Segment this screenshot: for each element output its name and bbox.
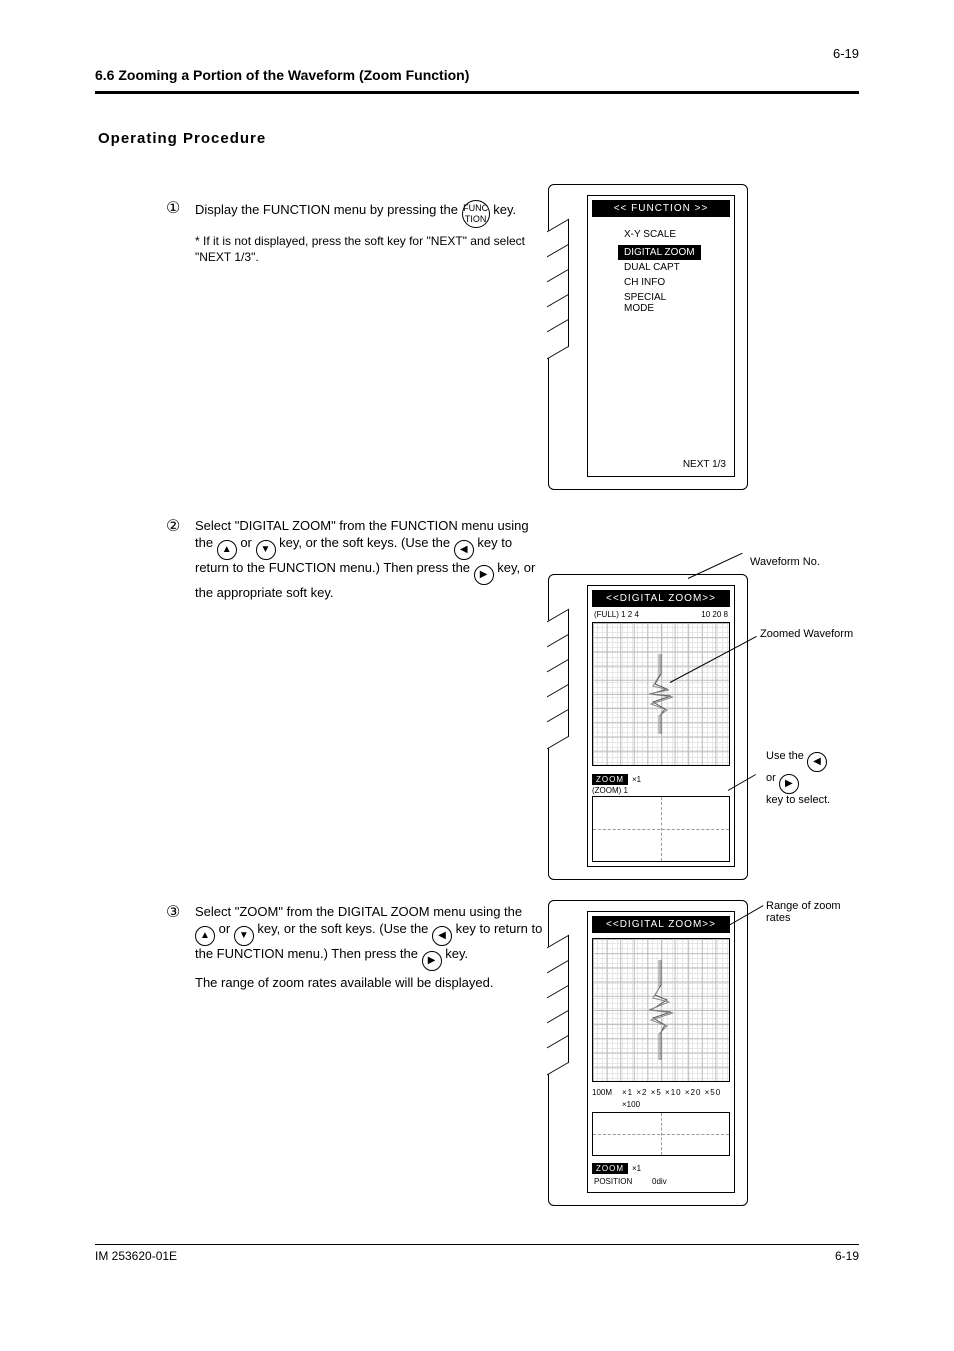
device2-tabs [547, 615, 569, 740]
device1-item-2: DUAL CAPT [618, 260, 704, 275]
device2-full-left: (FULL) 1 2 4 [594, 610, 639, 619]
operating-procedure-heading: Operating Procedure [98, 130, 266, 147]
device1-item-3: CH INFO [618, 275, 704, 290]
function-key-icon: FUNCTION [462, 200, 490, 228]
device3-upper-graph [592, 938, 730, 1082]
down-key-icon: ▼ [256, 540, 276, 560]
device1-item-4: SPECIAL MODE [618, 290, 704, 316]
device1-footer: NEXT 1/3 [683, 459, 726, 470]
device3-mid-left: 100M [592, 1088, 612, 1097]
device2-full-right: 10 20 8 [701, 610, 728, 619]
up-key-icon-3: ▲ [195, 926, 215, 946]
callout-zoom-range: Range of zoom rates [766, 900, 866, 924]
header-rule [95, 91, 859, 94]
step1-b: key. [493, 202, 516, 217]
device1-title: << FUNCTION >> [592, 200, 730, 217]
device3-pos-label: POSITION [594, 1177, 632, 1186]
page-footer: IM 253620-01E 6-19 [95, 1244, 859, 1263]
step3-line2: The range of zoom rates available will b… [195, 975, 545, 992]
device1-item-0: X-Y SCALE [618, 227, 704, 242]
device2-title: <<DIGITAL ZOOM>> [592, 590, 730, 607]
footer-left: IM 253620-01E [95, 1249, 177, 1263]
device2-lower-graph [592, 796, 730, 862]
device3-title: <<DIGITAL ZOOM>> [592, 916, 730, 933]
step1-note: * If it is not displayed, press the soft… [195, 234, 545, 265]
device-screen-3: <<DIGITAL ZOOM>> 100M ×1 ×2 ×5 ×10 ×20 ×… [548, 900, 748, 1206]
left-key-icon-3: ◀ [432, 926, 452, 946]
device3-mid-graph [592, 1112, 730, 1156]
device2-zoom-small: (ZOOM) 1 [592, 786, 730, 795]
right-key-icon-2: ▶ [779, 774, 799, 794]
callout-zoomed-wave: Zoomed Waveform [760, 628, 853, 640]
right-key-icon-3: ▶ [422, 951, 442, 971]
step-1-number: ① [166, 198, 180, 218]
step1-a: Display the FUNCTION menu by pressing th… [195, 202, 462, 217]
device3-zoom-100: ×100 [622, 1100, 640, 1109]
device3-zoom-bar: ZOOM [592, 1163, 628, 1174]
step-2-text: Select "DIGITAL ZOOM" from the FUNCTION … [195, 518, 545, 602]
step-1-text: Display the FUNCTION menu by pressing th… [195, 200, 545, 265]
device2-zoom-val: ×1 [632, 775, 641, 784]
right-key-icon: ▶ [474, 565, 494, 585]
device2-side-note: Use the ◀ or ▶ key to select. [766, 750, 856, 806]
left-key-icon-2: ◀ [807, 752, 827, 772]
device3-zoom-rates: ×1 ×2 ×5 ×10 ×20 ×50 [622, 1088, 730, 1097]
device3-zoom-val: ×1 [632, 1164, 641, 1173]
device3-tabs [547, 941, 569, 1066]
device-screen-2: <<DIGITAL ZOOM>> (FULL) 1 2 4 10 20 8 ZO… [548, 574, 748, 880]
up-key-icon: ▲ [217, 540, 237, 560]
page-number-top: 6-19 [95, 46, 859, 61]
device1-item-1-selected: DIGITAL ZOOM [618, 245, 701, 260]
left-key-icon: ◀ [454, 540, 474, 560]
device2-upper-graph [592, 622, 730, 766]
down-key-icon-3: ▼ [234, 926, 254, 946]
step-3-number: ③ [166, 902, 180, 922]
header-title: 6.6 Zooming a Portion of the Waveform (Z… [95, 67, 859, 83]
device2-zoom-bar: ZOOM [592, 774, 628, 785]
step-3-text: Select "ZOOM" from the DIGITAL ZOOM menu… [195, 904, 545, 992]
footer-right: 6-19 [835, 1249, 859, 1263]
waveform-burst-icon-3 [641, 960, 681, 1060]
device3-pos-val: 0div [652, 1177, 667, 1186]
device1-tabs [547, 225, 569, 350]
device-screen-1: << FUNCTION >> X-Y SCALE DIGITAL ZOOM DU… [548, 184, 748, 490]
page-header: 6-19 6.6 Zooming a Portion of the Wavefo… [95, 46, 859, 94]
waveform-burst-icon [641, 654, 681, 734]
callout-waveform-no: Waveform No. [750, 556, 820, 568]
step-2-number: ② [166, 516, 180, 536]
